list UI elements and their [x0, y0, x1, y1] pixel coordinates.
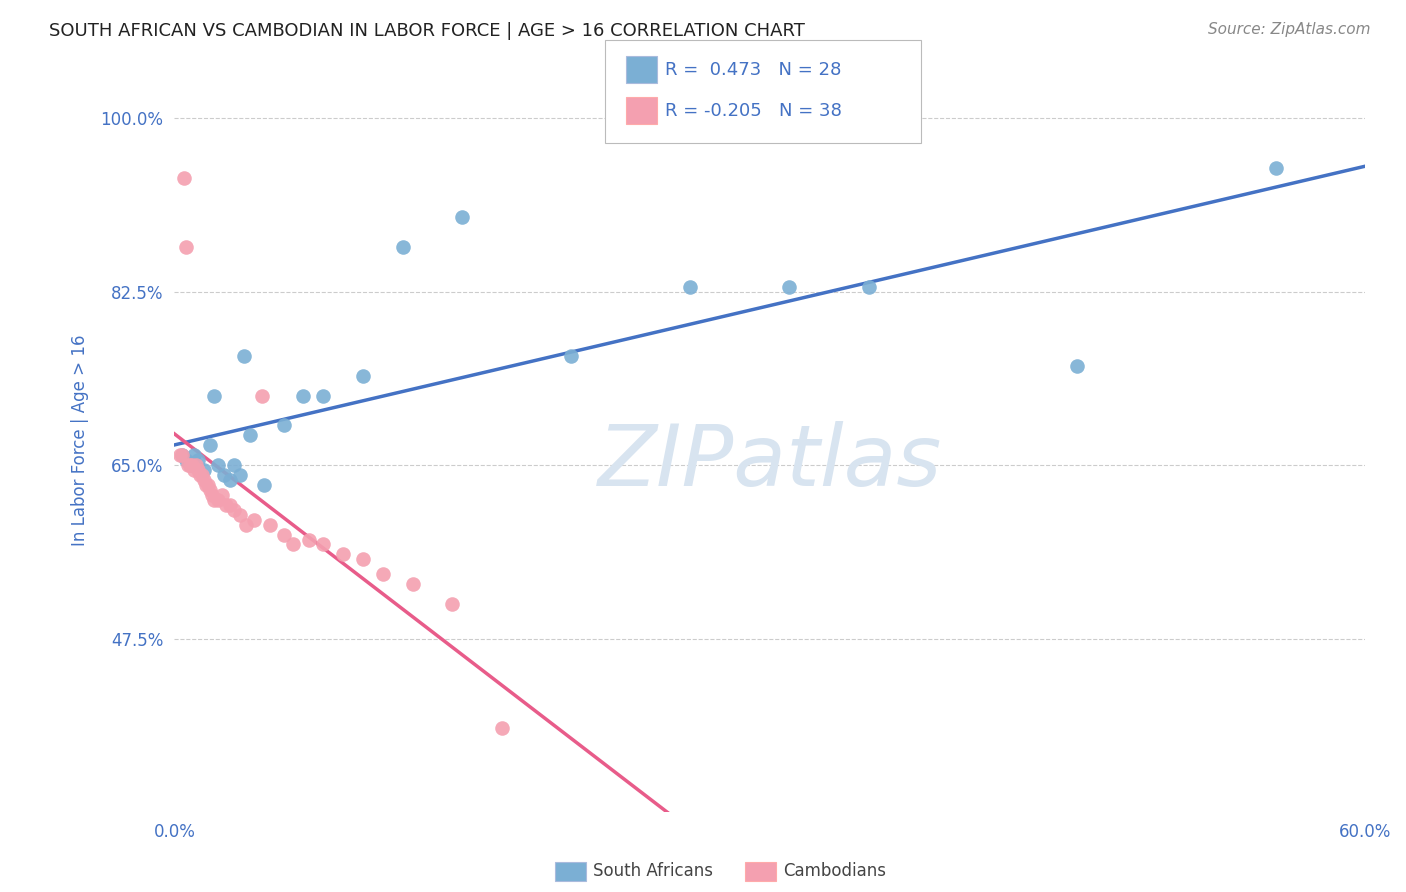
Point: [186, 458, 208, 472]
Point: [858, 279, 880, 293]
Point: [222, 458, 245, 472]
Point: [202, 492, 225, 507]
Point: [243, 513, 266, 527]
Point: [179, 458, 201, 472]
Point: [259, 517, 281, 532]
Point: [215, 498, 238, 512]
Point: [177, 458, 200, 472]
Point: [312, 537, 335, 551]
Point: [560, 349, 582, 363]
Point: [191, 468, 214, 483]
Point: [273, 418, 295, 433]
Point: [187, 463, 209, 477]
Point: [1264, 161, 1286, 175]
Point: [179, 458, 201, 472]
Y-axis label: In Labor Force | Age > 16: In Labor Force | Age > 16: [72, 334, 89, 546]
Point: [181, 458, 204, 472]
Text: SOUTH AFRICAN VS CAMBODIAN IN LABOR FORCE | AGE > 16 CORRELATION CHART: SOUTH AFRICAN VS CAMBODIAN IN LABOR FORC…: [49, 22, 806, 40]
Text: ZIPatlas: ZIPatlas: [598, 421, 942, 504]
Point: [212, 468, 235, 483]
Point: [176, 240, 198, 254]
Point: [283, 537, 305, 551]
Point: [229, 468, 252, 483]
Point: [312, 389, 335, 403]
Text: Cambodians: Cambodians: [783, 863, 886, 880]
Text: South Africans: South Africans: [593, 863, 713, 880]
Point: [169, 448, 191, 462]
Point: [292, 389, 315, 403]
Point: [451, 211, 474, 225]
Point: [253, 478, 276, 492]
Point: [371, 567, 394, 582]
Point: [172, 448, 194, 462]
Point: [172, 448, 194, 462]
Point: [195, 478, 218, 492]
Point: [219, 498, 242, 512]
Point: [188, 468, 211, 483]
Point: [202, 389, 225, 403]
Point: [187, 453, 209, 467]
Point: [1066, 359, 1088, 373]
Point: [250, 389, 273, 403]
Point: [239, 428, 262, 442]
Point: [198, 483, 221, 497]
Point: [352, 552, 374, 566]
Point: [352, 368, 374, 383]
Point: [273, 527, 295, 541]
Text: R = -0.205   N = 38: R = -0.205 N = 38: [665, 102, 842, 120]
Point: [211, 488, 233, 502]
Point: [679, 279, 702, 293]
Point: [219, 473, 242, 487]
Point: [183, 463, 205, 477]
Point: [183, 448, 205, 462]
Point: [332, 548, 354, 562]
Point: [491, 721, 513, 735]
Point: [235, 517, 257, 532]
Point: [391, 240, 413, 254]
Point: [779, 279, 801, 293]
Point: [232, 349, 254, 363]
Point: [222, 502, 245, 516]
Point: [201, 488, 224, 502]
Text: R =  0.473   N = 28: R = 0.473 N = 28: [665, 61, 841, 78]
Text: Source: ZipAtlas.com: Source: ZipAtlas.com: [1208, 22, 1371, 37]
Point: [193, 463, 215, 477]
Point: [173, 170, 195, 185]
Point: [176, 453, 198, 467]
Point: [298, 533, 321, 547]
Point: [197, 478, 219, 492]
Point: [198, 438, 221, 452]
Point: [193, 473, 215, 487]
Point: [441, 597, 464, 611]
Point: [207, 492, 229, 507]
Point: [207, 458, 229, 472]
Point: [229, 508, 252, 522]
Point: [401, 577, 423, 591]
